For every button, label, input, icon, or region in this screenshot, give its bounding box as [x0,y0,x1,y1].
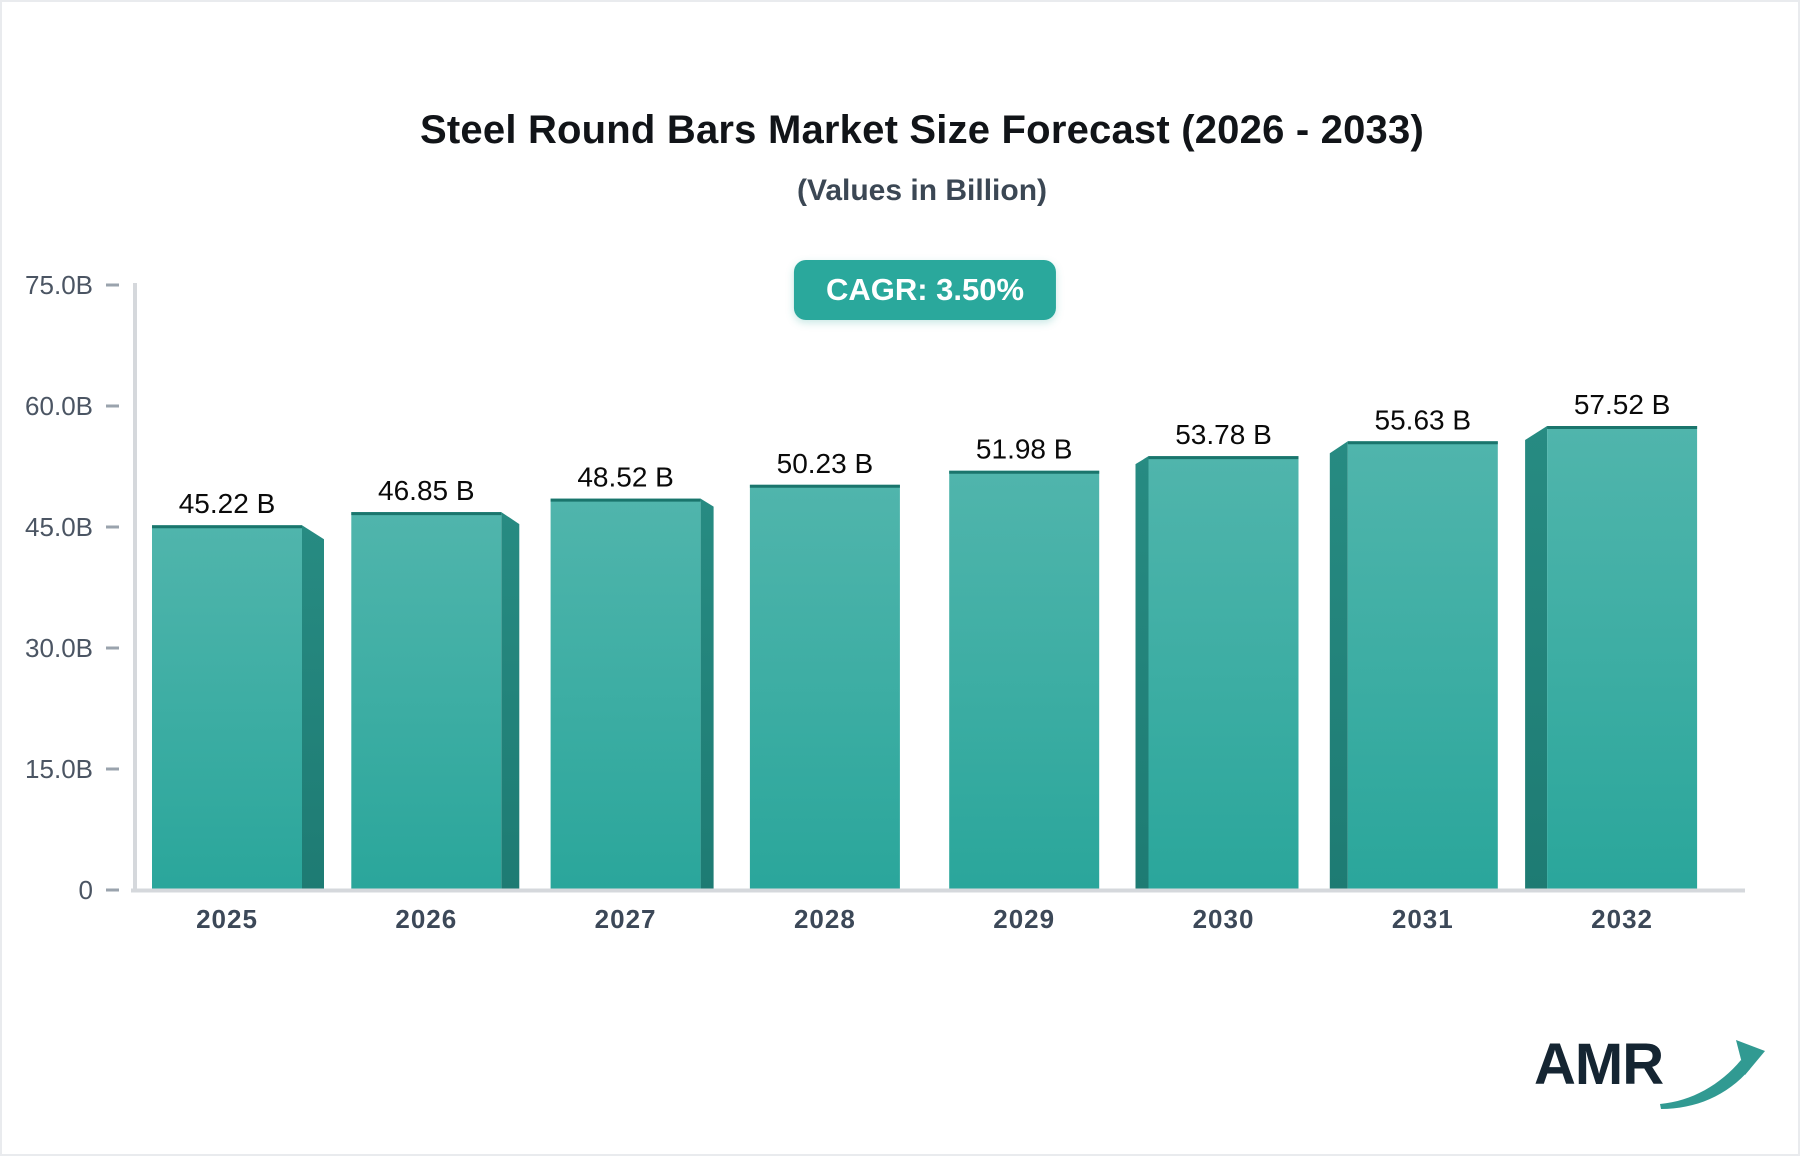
bar [1547,426,1698,890]
y-tick-label: 60.0B [25,391,93,421]
bar-value-label: 51.98 B [976,434,1073,465]
x-tick-label: 2030 [1193,904,1255,934]
bar [949,470,1100,890]
page-title: Steel Round Bars Market Size Forecast (2… [420,108,1424,152]
bar-side-face [1525,426,1548,890]
bar [1347,441,1498,890]
amr-logo-text: AMR [1534,1032,1664,1097]
bar-side-face [1135,456,1149,890]
cagr-badge: CAGR: 3.50% [793,260,1057,320]
bar-value-label: 53.78 B [1175,419,1272,450]
y-tick-label: 75.0B [25,270,93,300]
bar [1148,456,1299,890]
x-tick-label: 2026 [395,904,457,934]
x-tick-label: 2029 [993,904,1055,934]
x-tick-label: 2031 [1392,904,1454,934]
x-tick-label: 2032 [1591,904,1653,934]
bar-side-face [302,525,324,890]
bar [152,525,302,890]
bar-value-label: 57.52 B [1574,389,1671,420]
bar-side-face [700,498,714,890]
amr-logo: AMR [1534,1036,1767,1112]
bar-value-label: 50.23 B [777,448,874,479]
y-tick-label: 45.0B [25,512,93,542]
bar-value-label: 46.85 B [378,475,475,506]
bar [749,484,900,890]
x-tick-label: 2025 [196,904,258,934]
bar [550,498,701,890]
chart-subtitle: (Values in Billion) [796,174,1048,207]
y-tick-label: 0 [79,875,93,905]
x-tick-label: 2027 [595,904,657,934]
bar-side-face [501,512,520,890]
y-tick-label: 30.0B [25,633,93,663]
bar-side-face [1329,441,1348,890]
bar-value-label: 55.63 B [1375,404,1472,435]
x-tick-label: 2028 [794,904,856,934]
bar-value-label: 48.52 B [577,462,674,493]
bar-value-label: 45.22 B [179,488,276,519]
bar [351,512,502,890]
growth-arrow-icon [1660,1040,1766,1109]
y-tick-label: 15.0B [25,754,93,784]
